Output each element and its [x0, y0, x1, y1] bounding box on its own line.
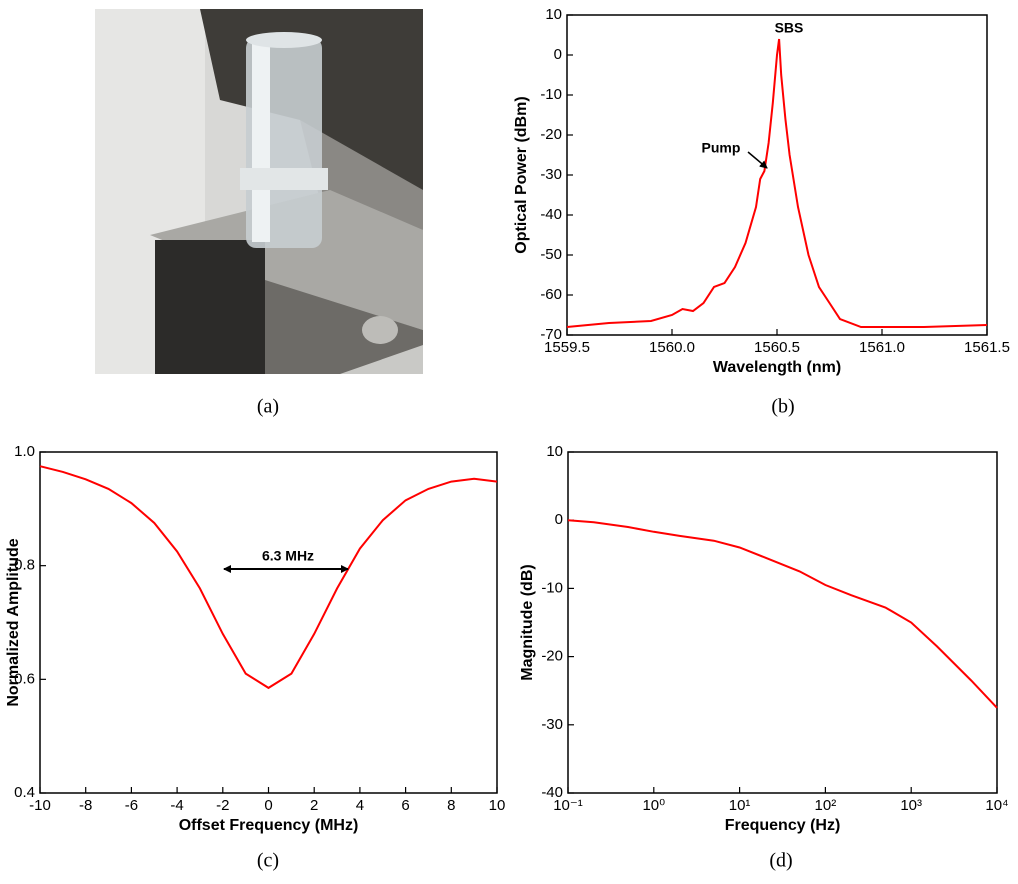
y-tick-label: -10 [541, 579, 563, 596]
x-tick-label: 2 [310, 797, 318, 814]
x-tick-label: 10¹ [729, 797, 751, 814]
x-tick-label: 1561.5 [964, 339, 1010, 356]
x-tick-label: -4 [170, 797, 183, 814]
y-tick-label: 0.4 [14, 784, 35, 801]
x-tick-label: 8 [447, 797, 455, 814]
plot-frame [39, 451, 498, 794]
x-tick-label: -10 [29, 797, 51, 814]
y-tick-label: 0 [554, 46, 562, 63]
caption: (a) [257, 396, 279, 418]
y-tick-label: 0 [555, 511, 563, 528]
y-axis-label: Normalized Amplitude [5, 538, 22, 706]
y-axis-label: Magnitude (dB) [519, 564, 536, 680]
y-tick-label: -40 [541, 784, 563, 801]
y-tick-label: -30 [541, 716, 563, 733]
annotation: 6.3 MHz [262, 548, 314, 564]
annotation-arrow [747, 151, 768, 169]
y-axis-label: Optical Power (dBm) [513, 96, 530, 253]
y-tick-label: -70 [540, 326, 562, 343]
y-tick-label: -50 [540, 246, 562, 263]
x-tick-label: 1560.0 [649, 339, 695, 356]
x-tick-label: 1559.5 [544, 339, 590, 356]
caption: (d) [769, 850, 792, 872]
x-tick-label: 10⁻¹ [553, 797, 583, 814]
x-axis-label: Wavelength (nm) [713, 359, 841, 376]
y-tick-label: -20 [541, 648, 563, 665]
x-axis-label: Offset Frequency (MHz) [179, 817, 359, 834]
y-tick-label: 0.8 [14, 557, 35, 574]
x-tick-label: 10⁴ [985, 797, 1008, 814]
y-tick-label: -30 [540, 166, 562, 183]
x-tick-label: 1560.5 [754, 339, 800, 356]
data-line [39, 465, 498, 690]
caption: (b) [771, 396, 794, 418]
x-tick-label: 10 [489, 797, 506, 814]
annotation: Pump [702, 140, 741, 156]
y-tick-label: -60 [540, 286, 562, 303]
data-line [566, 38, 988, 328]
caption: (c) [257, 850, 279, 872]
y-tick-label: 10 [545, 6, 562, 23]
x-tick-label: -2 [216, 797, 229, 814]
x-tick-label: -6 [125, 797, 138, 814]
x-tick-label: 0 [264, 797, 272, 814]
data-line [567, 519, 998, 709]
x-tick-label: 10³ [900, 797, 922, 814]
x-tick-label: 10² [815, 797, 837, 814]
y-tick-label: 0.6 [14, 670, 35, 687]
photo: (a) [95, 9, 423, 418]
annotation: SBS [775, 20, 804, 36]
y-tick-label: 1.0 [14, 443, 35, 460]
y-tick-label: -20 [540, 126, 562, 143]
annotation-bg [250, 550, 330, 566]
x-tick-label: -8 [79, 797, 92, 814]
x-axis-label: Frequency (Hz) [725, 817, 841, 834]
y-tick-label: -10 [540, 86, 562, 103]
x-tick-label: 10⁰ [642, 797, 665, 814]
plot-frame [567, 451, 998, 794]
x-tick-label: 6 [401, 797, 409, 814]
x-tick-label: 4 [356, 797, 364, 814]
x-tick-label: 1561.0 [859, 339, 905, 356]
y-tick-label: -40 [540, 206, 562, 223]
y-tick-label: 10 [546, 443, 563, 460]
